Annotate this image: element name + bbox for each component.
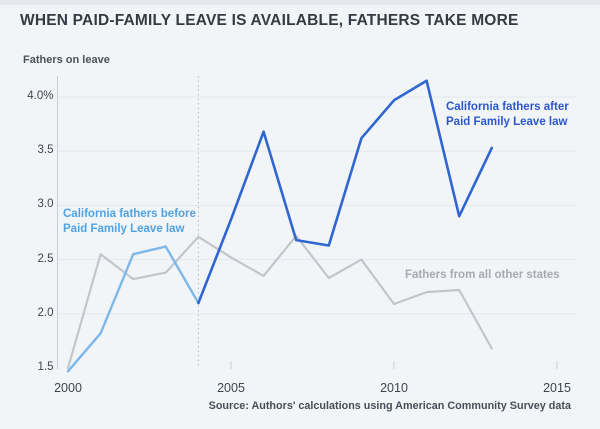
x-tick-label: 2000 [54,381,82,395]
series-label-line: Paid Family Leave law [446,116,568,128]
series-line [197,79,494,305]
source-note: Source: Authors' calculations using Amer… [208,400,571,412]
series-label-line: Fathers from all other states [405,269,560,281]
series-line [66,245,200,373]
y-tick-label: 2.5 [37,252,54,265]
y-tick-label: 3.5 [37,144,54,157]
x-tick-label: 2010 [380,381,408,395]
series-label-california-before: California fathers before Paid Family Le… [63,207,196,237]
y-tick-label: 3.0 [37,198,54,211]
top-border-strip [0,0,600,5]
y-tick-label: 4.0% [27,90,54,102]
series-label-line: Paid Family Leave law [63,223,185,235]
y-axis-title: Fathers on leave [23,54,110,66]
chart-title: WHEN PAID-FAMILY LEAVE IS AVAILABLE, FAT… [20,12,519,29]
series-line [66,234,493,370]
y-tick-label: 2.0 [37,306,54,319]
x-tick-label: 2015 [543,381,571,395]
x-tick-label: 2005 [217,381,245,395]
series-label-other-states: Fathers from all other states [405,268,560,283]
series-label-line: California fathers before [63,208,196,220]
y-tick-label: 1.5 [37,361,54,373]
series-label-california-after: California fathers after Paid Family Lea… [446,100,569,130]
series-label-line: California fathers after [446,101,569,113]
